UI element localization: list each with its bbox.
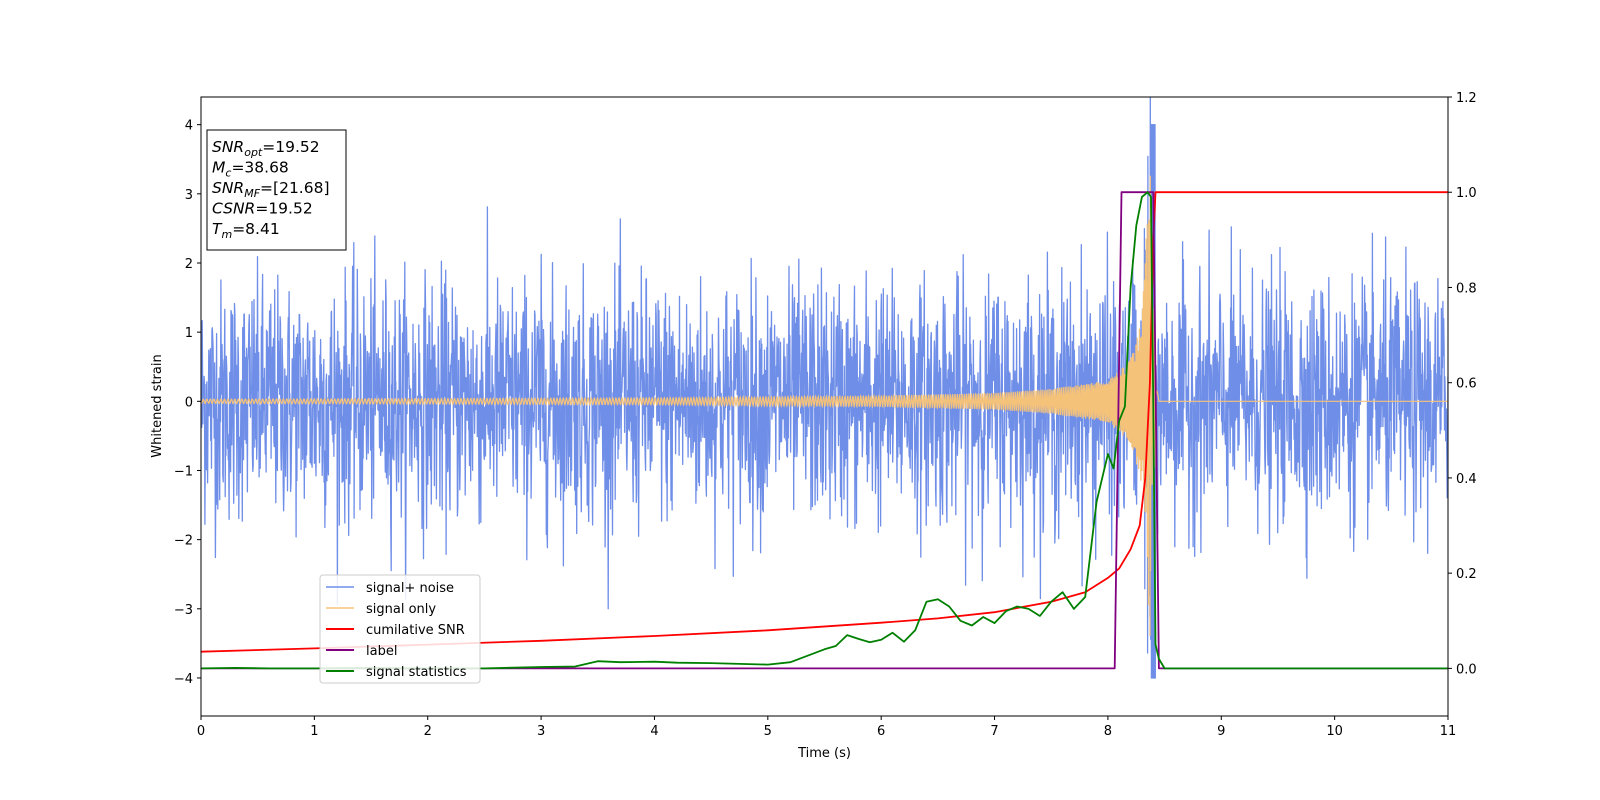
x-tick-label: 2 xyxy=(424,724,432,739)
legend-label: signal only xyxy=(366,602,436,617)
series-line-signal-statistics xyxy=(201,191,1448,670)
y-right-tick-label: 0.8 xyxy=(1456,281,1477,296)
x-tick-label: 0 xyxy=(197,724,205,739)
x-tick-label: 4 xyxy=(650,724,658,739)
x-tick-label: 10 xyxy=(1326,724,1343,739)
legend-frame xyxy=(319,574,481,684)
y-left-tick-label: 3 xyxy=(185,188,193,203)
y-left-tick-label: −1 xyxy=(174,464,193,479)
series-line-cumulative-snr xyxy=(201,191,1448,653)
annotation-line: CSNR=19.52 xyxy=(212,200,313,218)
annotation-line: Tm=8.41 xyxy=(212,220,280,241)
x-tick-label: 11 xyxy=(1440,724,1457,739)
y-left-tick-label: −4 xyxy=(174,672,193,687)
series-line-signal-noise xyxy=(201,97,1448,679)
annotation-frame xyxy=(206,129,347,251)
legend-label: label xyxy=(366,644,397,659)
annotation-line: SNRMF=[21.68] xyxy=(212,179,330,200)
y-right-tick-label: 1.2 xyxy=(1456,91,1477,106)
y-right-tick-label: 0.4 xyxy=(1456,472,1477,487)
series-line-signal-only xyxy=(201,175,1448,636)
annotation-line: SNRopt=19.52 xyxy=(212,138,320,159)
y-left-tick-label: 4 xyxy=(185,119,193,134)
x-tick-label: 9 xyxy=(1217,724,1225,739)
annotation-line: Mc=38.68 xyxy=(212,159,289,180)
x-tick-label: 6 xyxy=(877,724,885,739)
x-tick-label: 3 xyxy=(537,724,545,739)
plot-frame xyxy=(200,96,1449,717)
annotation-box: SNRopt=19.52Mc=38.68SNRMF=[21.68]CSNR=19… xyxy=(206,129,347,251)
y-left-tick-label: 0 xyxy=(185,395,193,410)
x-tick-label: 5 xyxy=(764,724,772,739)
x-tick-label: 8 xyxy=(1104,724,1112,739)
y-left-tick-label: 1 xyxy=(185,326,193,341)
x-axis-label: Time (s) xyxy=(797,746,851,761)
legend: signal+ noise signal only cumilative SNR la… xyxy=(319,574,481,684)
y-right-tick-label: 0.2 xyxy=(1456,567,1477,582)
y-axis-label: Whitened strain xyxy=(150,354,165,457)
legend-label: signal+ noise xyxy=(366,581,454,596)
y-right-tick-label: 0.6 xyxy=(1456,377,1477,392)
y-left-tick-label: 2 xyxy=(185,257,193,272)
x-tick-label: 7 xyxy=(990,724,998,739)
legend-label: cumilative SNR xyxy=(366,623,465,638)
y-right-tick-label: 1.0 xyxy=(1456,186,1477,201)
legend-label: signal statistics xyxy=(366,665,467,680)
x-tick-label: 1 xyxy=(310,724,318,739)
y-left-tick-label: −2 xyxy=(174,534,193,549)
y-right-tick-label: 0.0 xyxy=(1456,662,1477,677)
y-left-tick-label: −3 xyxy=(174,603,193,618)
